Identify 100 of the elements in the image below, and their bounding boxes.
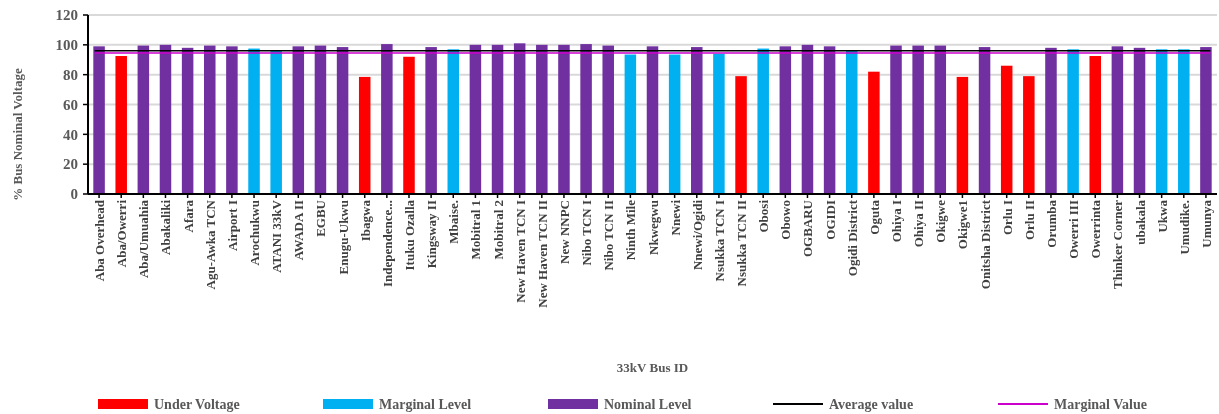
x-tick-label: ubakala — [1132, 199, 1148, 245]
x-tick-label: Ibagwa — [357, 199, 373, 242]
y-tick-label: 80 — [63, 66, 78, 83]
bar — [292, 46, 305, 194]
x-tick-label: Mobitral 2 — [490, 200, 506, 260]
x-tick-label: AWADA II — [291, 200, 307, 261]
legend-label: Marginal Level — [379, 396, 472, 412]
bar — [425, 47, 437, 194]
bar — [757, 48, 769, 194]
bar — [934, 45, 947, 194]
y-tick-label: 60 — [63, 96, 78, 113]
bar — [779, 46, 792, 194]
bar — [1089, 56, 1101, 194]
x-tick-label: Okigwe — [933, 199, 949, 243]
y-tick-label: 40 — [63, 126, 78, 143]
x-tick-label: Kingsway II — [424, 200, 440, 269]
bar — [978, 47, 991, 194]
x-tick-label: Ohiya II — [911, 200, 927, 248]
bar — [735, 76, 747, 194]
legend-label: Under Voltage — [154, 396, 240, 412]
bar — [115, 56, 127, 194]
bar — [868, 71, 880, 194]
bar — [1133, 47, 1146, 194]
x-tick-label: Orlu I — [999, 200, 1015, 236]
x-tick-label: Thinker Corner — [1110, 199, 1126, 289]
x-tick-label: ATANI 33kV — [269, 199, 285, 273]
bar — [668, 54, 681, 194]
bar — [403, 56, 415, 194]
x-tick-label: Aba/Owerri — [114, 199, 130, 268]
bar — [558, 44, 570, 194]
bar — [691, 47, 703, 194]
y-tick-label: 120 — [55, 7, 78, 24]
bar — [536, 44, 548, 194]
x-tick-label: Umudike. — [1176, 200, 1192, 255]
x-tick-label: Enugu-Ukwu — [335, 200, 351, 275]
x-tick-label: Nnewi/Ogidi — [689, 199, 705, 271]
bar — [159, 44, 172, 194]
x-tick-label: Nsukka TCN I — [711, 200, 727, 282]
x-tick-label: Ukwa — [1154, 199, 1170, 233]
bar — [358, 76, 371, 194]
bar — [890, 45, 902, 194]
x-tick-label: OGBARU — [800, 199, 816, 258]
bar — [181, 47, 194, 194]
x-tick-label: Nnewi — [667, 199, 683, 236]
bar — [1200, 47, 1212, 194]
bar — [1045, 47, 1057, 194]
bar — [1067, 49, 1079, 194]
x-tick-label: Aba Overhead — [92, 199, 108, 282]
x-tick-label: Afara — [180, 199, 196, 233]
x-tick-label: Nibo TCN I — [579, 200, 595, 266]
x-tick-label: Ituku Ozalla — [401, 199, 417, 271]
bar — [469, 44, 482, 194]
x-tick-label: EGBU — [313, 199, 329, 237]
bar — [248, 48, 260, 194]
legend-label: Average value — [829, 396, 914, 412]
x-tick-label: OGIDI — [822, 200, 838, 240]
bar — [624, 54, 637, 194]
bar — [602, 45, 614, 194]
bar — [93, 46, 105, 194]
x-tick-label: Nkwegwu — [645, 200, 661, 255]
bar — [381, 44, 393, 194]
x-tick-label: Ohiya I — [889, 200, 905, 243]
bar — [447, 49, 460, 194]
bar — [226, 46, 238, 194]
x-tick-label: Onitsha District — [977, 199, 993, 290]
bar — [1155, 49, 1168, 194]
x-tick-label: Ogidi District — [844, 199, 860, 277]
bar — [646, 46, 659, 194]
bar — [513, 43, 526, 194]
x-tick-label: Mobitral 1 — [468, 200, 484, 260]
bar — [137, 45, 150, 194]
bar — [1178, 49, 1190, 194]
x-tick-label: Independence... — [379, 200, 395, 288]
x-tick-label: New NNPC — [556, 200, 572, 264]
x-tick-label: Orlu II — [1021, 200, 1037, 241]
x-tick-label: Okigwe1 — [955, 200, 971, 250]
x-tick-label: Aba/Umuahia — [136, 199, 152, 279]
x-axis-title: 33kV Bus ID — [616, 360, 689, 375]
x-tick-label: New Haven TCN I — [512, 200, 528, 303]
x-tick-label: Ninth Mile — [623, 199, 639, 261]
bar — [580, 44, 592, 194]
bar — [823, 46, 836, 194]
legend-label: Marginal Value — [1054, 396, 1147, 412]
bar — [336, 47, 349, 194]
bar — [801, 44, 814, 194]
bar — [956, 76, 969, 194]
x-tick-label: Obosi — [756, 199, 772, 233]
x-tick-label: Airport I — [224, 200, 240, 251]
y-axis-title: % Bus Nominal Voltage — [10, 68, 25, 201]
x-tick-label: New Haven TCN II — [534, 200, 550, 308]
x-tick-label: Orumba — [1043, 199, 1059, 248]
bar — [713, 53, 725, 194]
bar — [314, 45, 327, 194]
x-tick-label: Nsukka TCN II — [734, 200, 750, 287]
x-tick-label: Obowo — [778, 200, 794, 240]
bar — [912, 45, 924, 194]
x-tick-label: Owerri III — [1066, 200, 1082, 259]
x-tick-label: Mbaise. — [446, 200, 462, 244]
bar — [1111, 46, 1124, 194]
bar — [491, 44, 504, 194]
